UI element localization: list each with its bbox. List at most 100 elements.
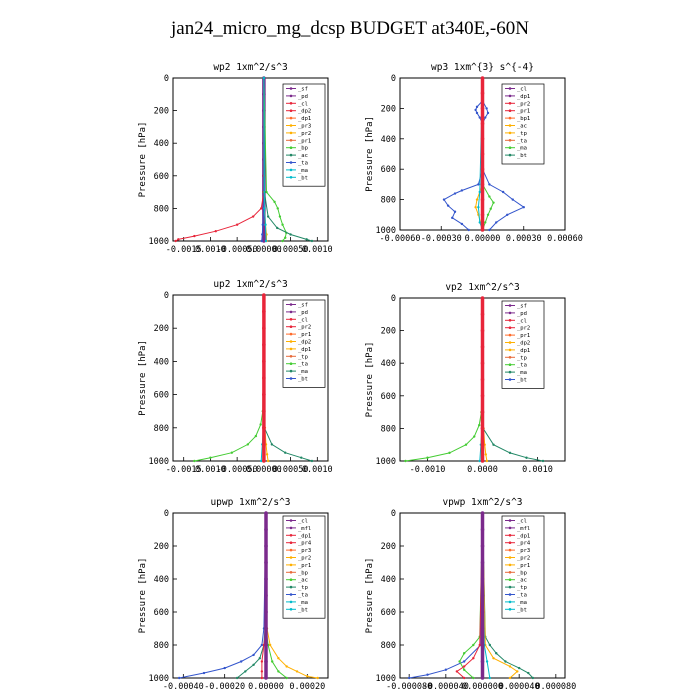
legend-entry: _ta xyxy=(298,362,308,368)
legend-marker xyxy=(289,332,293,336)
y-tick-label: 600 xyxy=(381,392,396,402)
legend-marker xyxy=(289,176,293,179)
legend-entry: _ta xyxy=(517,593,527,599)
data-point xyxy=(531,676,535,680)
y-tick-label: 800 xyxy=(154,204,169,214)
x-tick-label: -0.00030 xyxy=(421,234,462,244)
panel-title: up2 1xm^2/s^3 xyxy=(213,279,287,290)
y-tick-label: 800 xyxy=(154,424,169,434)
legend-marker xyxy=(508,608,512,611)
legend-marker xyxy=(289,608,293,611)
legend-entry: _bt xyxy=(298,607,308,613)
legend-entry: _pr3 xyxy=(298,548,311,554)
data-point xyxy=(480,577,485,581)
legend-entry: _ac xyxy=(298,153,308,159)
data-point xyxy=(495,652,498,655)
y-tick-label: 0 xyxy=(391,74,396,84)
data-point xyxy=(260,670,264,673)
legend-marker xyxy=(508,348,512,352)
x-tick-label: 0.000040 xyxy=(499,682,540,692)
y-tick-label: 1000 xyxy=(149,457,169,467)
data-point xyxy=(492,443,495,446)
y-axis-label: Pressure [hPa] xyxy=(365,342,375,418)
y-tick-label: 600 xyxy=(154,172,169,182)
data-point xyxy=(407,676,411,680)
data-point xyxy=(488,228,491,232)
data-point xyxy=(472,643,475,647)
data-point xyxy=(478,643,481,647)
legend-entry: _pr1 xyxy=(517,109,530,115)
data-point xyxy=(444,668,448,671)
data-point xyxy=(264,511,268,515)
x-tick-label: 0.00000 xyxy=(246,465,282,475)
data-point xyxy=(480,459,485,463)
chart-panel: wp2 1xm^2/s^3 Pressure [hPa] 0 200 400 600 800… xyxy=(138,62,333,255)
legend-entry: _dp1 xyxy=(298,533,311,539)
legend-marker xyxy=(508,102,512,105)
data-point xyxy=(446,204,450,207)
y-tick-label: 800 xyxy=(381,424,396,434)
y-tick-label: 0 xyxy=(164,74,169,84)
y-tick-label: 200 xyxy=(381,104,396,114)
legend-marker xyxy=(508,153,512,157)
data-point xyxy=(178,676,181,680)
data-point xyxy=(277,670,280,673)
data-point xyxy=(462,676,466,680)
data-point xyxy=(480,197,485,202)
data-point xyxy=(480,182,485,187)
data-point xyxy=(464,443,468,446)
data-point xyxy=(488,643,492,647)
data-point xyxy=(480,560,485,565)
legend-marker xyxy=(508,341,512,344)
legend-marker xyxy=(289,548,293,552)
data-point xyxy=(467,228,470,232)
data-point xyxy=(480,610,485,614)
legend-entry: _pr3 xyxy=(298,124,311,130)
data-point xyxy=(458,660,461,663)
legend-entry: _bt xyxy=(517,153,527,159)
data-point xyxy=(262,326,266,331)
data-point xyxy=(448,451,451,455)
data-point xyxy=(265,453,269,456)
legend-marker xyxy=(508,571,512,574)
data-point xyxy=(451,216,454,220)
data-point xyxy=(262,426,266,430)
legend: _cl_mfl_dp1_pr4_pr3_pr2_pr1_bp_ac_tp_ta_… xyxy=(282,515,326,619)
x-tick-label: 0.00050 xyxy=(273,465,309,475)
data-point xyxy=(278,215,282,218)
legend-marker xyxy=(508,363,512,367)
data-point xyxy=(426,673,429,676)
data-point xyxy=(260,676,264,680)
legend-marker xyxy=(289,347,293,351)
legend-entry: _ma xyxy=(298,369,308,375)
legend-marker xyxy=(289,310,293,314)
y-tick-label: 400 xyxy=(154,575,169,585)
y-tick-label: 200 xyxy=(381,542,396,552)
legend-marker xyxy=(289,318,293,321)
series-line xyxy=(482,512,519,679)
legend-marker xyxy=(289,571,293,574)
y-tick-label: 800 xyxy=(381,196,396,206)
data-point xyxy=(193,459,196,463)
data-point xyxy=(506,213,509,216)
data-point xyxy=(480,676,485,680)
data-point xyxy=(480,377,485,382)
data-point xyxy=(310,459,314,463)
data-point xyxy=(264,643,268,647)
x-tick-label: 0.00030 xyxy=(506,234,542,244)
data-point xyxy=(295,670,299,673)
data-point xyxy=(486,213,490,216)
data-point xyxy=(262,359,266,364)
x-tick-label: -0.00050 xyxy=(217,465,258,475)
legend-marker xyxy=(508,548,512,552)
data-point xyxy=(285,676,288,680)
data-point xyxy=(480,328,485,333)
legend-marker xyxy=(508,585,512,589)
panel-title: vpwp 1xm^2/s^3 xyxy=(442,497,522,508)
legend-entry: _mfl xyxy=(517,526,530,532)
legend-entry: _dp1 xyxy=(517,533,530,539)
legend: _cl_dp1_pr2 _pr1_bp1 _ac_tp_ta _ma_bt xyxy=(501,83,545,165)
x-tick-label: 0.000000 xyxy=(462,682,503,692)
legend-marker xyxy=(508,541,512,544)
